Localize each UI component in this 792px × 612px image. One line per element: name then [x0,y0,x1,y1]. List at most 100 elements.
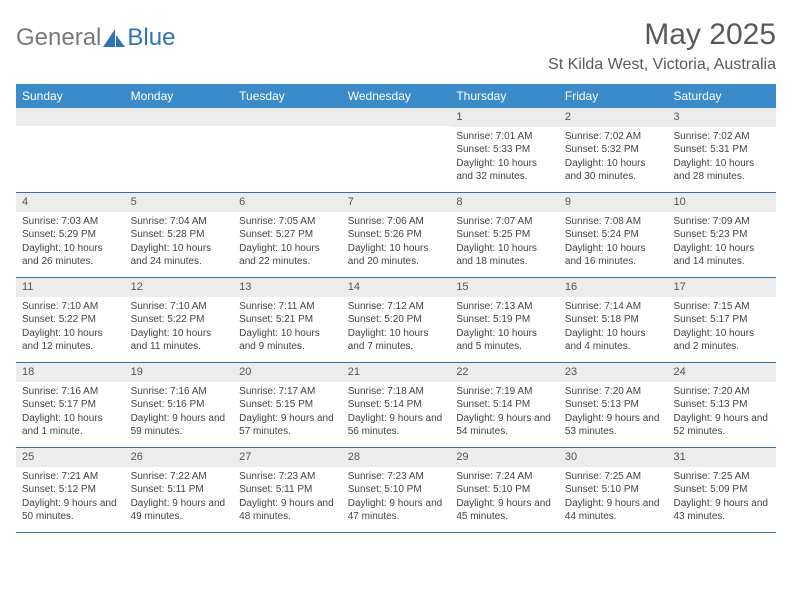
sunrise-text: Sunrise: 7:15 AM [673,300,770,314]
sunrise-text: Sunrise: 7:02 AM [673,130,770,144]
sunset-text: Sunset: 5:13 PM [565,398,662,412]
day-cell: 17Sunrise: 7:15 AMSunset: 5:17 PMDayligh… [667,278,776,362]
daylight-text: Daylight: 10 hours and 5 minutes. [456,327,553,354]
day-number: 22 [450,363,559,382]
day-cell: 13Sunrise: 7:11 AMSunset: 5:21 PMDayligh… [233,278,342,362]
day-cell: 16Sunrise: 7:14 AMSunset: 5:18 PMDayligh… [559,278,668,362]
sunrise-text: Sunrise: 7:20 AM [673,385,770,399]
daylight-text: Daylight: 9 hours and 45 minutes. [456,497,553,524]
sunrise-text: Sunrise: 7:01 AM [456,130,553,144]
daylight-text: Daylight: 10 hours and 20 minutes. [348,242,445,269]
daylight-text: Daylight: 9 hours and 54 minutes. [456,412,553,439]
day-cell: 23Sunrise: 7:20 AMSunset: 5:13 PMDayligh… [559,363,668,447]
sunrise-text: Sunrise: 7:16 AM [22,385,119,399]
daylight-text: Daylight: 10 hours and 18 minutes. [456,242,553,269]
day-cell: 18Sunrise: 7:16 AMSunset: 5:17 PMDayligh… [16,363,125,447]
day-cell: 14Sunrise: 7:12 AMSunset: 5:20 PMDayligh… [342,278,451,362]
sunrise-text: Sunrise: 7:09 AM [673,215,770,229]
sunrise-text: Sunrise: 7:19 AM [456,385,553,399]
day-number: 18 [16,363,125,382]
day-cell: 15Sunrise: 7:13 AMSunset: 5:19 PMDayligh… [450,278,559,362]
title-block: May 2025 St Kilda West, Victoria, Austra… [548,18,776,74]
day-cell [125,108,234,192]
day-cell: 9Sunrise: 7:08 AMSunset: 5:24 PMDaylight… [559,193,668,277]
daylight-text: Daylight: 9 hours and 44 minutes. [565,497,662,524]
day-body: Sunrise: 7:06 AMSunset: 5:26 PMDaylight:… [342,212,451,273]
sunset-text: Sunset: 5:24 PM [565,228,662,242]
day-body: Sunrise: 7:19 AMSunset: 5:14 PMDaylight:… [450,382,559,443]
daylight-text: Daylight: 10 hours and 28 minutes. [673,157,770,184]
sunset-text: Sunset: 5:28 PM [131,228,228,242]
day-cell: 30Sunrise: 7:25 AMSunset: 5:10 PMDayligh… [559,448,668,532]
day-body: Sunrise: 7:01 AMSunset: 5:33 PMDaylight:… [450,127,559,188]
day-cell: 3Sunrise: 7:02 AMSunset: 5:31 PMDaylight… [667,108,776,192]
sunset-text: Sunset: 5:26 PM [348,228,445,242]
daylight-text: Daylight: 10 hours and 9 minutes. [239,327,336,354]
day-cell: 4Sunrise: 7:03 AMSunset: 5:29 PMDaylight… [16,193,125,277]
month-title: May 2025 [548,18,776,52]
day-body: Sunrise: 7:16 AMSunset: 5:17 PMDaylight:… [16,382,125,443]
week-row: 18Sunrise: 7:16 AMSunset: 5:17 PMDayligh… [16,363,776,448]
sunset-text: Sunset: 5:10 PM [348,483,445,497]
sunset-text: Sunset: 5:33 PM [456,143,553,157]
sunrise-text: Sunrise: 7:22 AM [131,470,228,484]
day-number: 3 [667,108,776,127]
day-body: Sunrise: 7:05 AMSunset: 5:27 PMDaylight:… [233,212,342,273]
day-cell [233,108,342,192]
sunrise-text: Sunrise: 7:14 AM [565,300,662,314]
day-body: Sunrise: 7:23 AMSunset: 5:10 PMDaylight:… [342,467,451,528]
sunset-text: Sunset: 5:23 PM [673,228,770,242]
sunrise-text: Sunrise: 7:24 AM [456,470,553,484]
day-body: Sunrise: 7:02 AMSunset: 5:31 PMDaylight:… [667,127,776,188]
day-number: 28 [342,448,451,467]
day-cell: 24Sunrise: 7:20 AMSunset: 5:13 PMDayligh… [667,363,776,447]
day-number: 14 [342,278,451,297]
day-number: 7 [342,193,451,212]
sunrise-text: Sunrise: 7:20 AM [565,385,662,399]
day-cell: 5Sunrise: 7:04 AMSunset: 5:28 PMDaylight… [125,193,234,277]
week-row: 1Sunrise: 7:01 AMSunset: 5:33 PMDaylight… [16,108,776,193]
day-body: Sunrise: 7:10 AMSunset: 5:22 PMDaylight:… [125,297,234,358]
day-cell: 19Sunrise: 7:16 AMSunset: 5:16 PMDayligh… [125,363,234,447]
week-row: 11Sunrise: 7:10 AMSunset: 5:22 PMDayligh… [16,278,776,363]
daylight-text: Daylight: 10 hours and 11 minutes. [131,327,228,354]
day-body: Sunrise: 7:20 AMSunset: 5:13 PMDaylight:… [559,382,668,443]
day-number: 27 [233,448,342,467]
day-number: 2 [559,108,668,127]
day-number: 8 [450,193,559,212]
day-of-week-header: SundayMondayTuesdayWednesdayThursdayFrid… [16,84,776,108]
day-number: 6 [233,193,342,212]
sunset-text: Sunset: 5:25 PM [456,228,553,242]
sunset-text: Sunset: 5:29 PM [22,228,119,242]
day-number: 9 [559,193,668,212]
logo-text-blue: Blue [127,24,175,52]
day-cell: 29Sunrise: 7:24 AMSunset: 5:10 PMDayligh… [450,448,559,532]
sunrise-text: Sunrise: 7:13 AM [456,300,553,314]
sunrise-text: Sunrise: 7:10 AM [22,300,119,314]
day-body: Sunrise: 7:15 AMSunset: 5:17 PMDaylight:… [667,297,776,358]
day-body: Sunrise: 7:08 AMSunset: 5:24 PMDaylight:… [559,212,668,273]
sunset-text: Sunset: 5:21 PM [239,313,336,327]
page-header: General Blue May 2025 St Kilda West, Vic… [16,18,776,74]
sunrise-text: Sunrise: 7:17 AM [239,385,336,399]
sunset-text: Sunset: 5:27 PM [239,228,336,242]
sunset-text: Sunset: 5:10 PM [456,483,553,497]
day-body: Sunrise: 7:12 AMSunset: 5:20 PMDaylight:… [342,297,451,358]
day-cell: 21Sunrise: 7:18 AMSunset: 5:14 PMDayligh… [342,363,451,447]
daylight-text: Daylight: 10 hours and 14 minutes. [673,242,770,269]
sunset-text: Sunset: 5:12 PM [22,483,119,497]
day-number: 31 [667,448,776,467]
daylight-text: Daylight: 10 hours and 7 minutes. [348,327,445,354]
day-body: Sunrise: 7:20 AMSunset: 5:13 PMDaylight:… [667,382,776,443]
day-body: Sunrise: 7:25 AMSunset: 5:09 PMDaylight:… [667,467,776,528]
day-body: Sunrise: 7:22 AMSunset: 5:11 PMDaylight:… [125,467,234,528]
day-cell: 11Sunrise: 7:10 AMSunset: 5:22 PMDayligh… [16,278,125,362]
logo-sail-icon [103,29,125,47]
day-number: 1 [450,108,559,127]
daylight-text: Daylight: 10 hours and 32 minutes. [456,157,553,184]
day-number: 17 [667,278,776,297]
sunrise-text: Sunrise: 7:05 AM [239,215,336,229]
sunrise-text: Sunrise: 7:23 AM [239,470,336,484]
dow-cell: Monday [125,84,234,108]
daylight-text: Daylight: 9 hours and 53 minutes. [565,412,662,439]
